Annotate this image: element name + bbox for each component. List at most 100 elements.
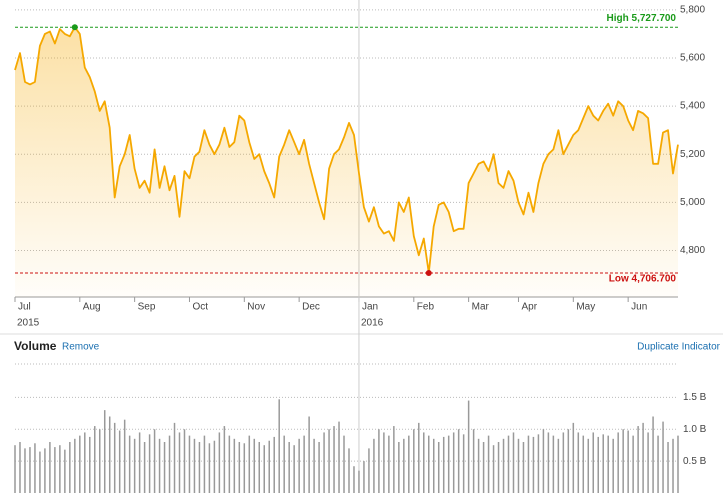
volume-bar — [587, 438, 590, 493]
x-tick-label: Jun — [631, 302, 647, 313]
volume-bar — [597, 436, 599, 493]
volume-bar — [19, 442, 21, 493]
volume-bar — [612, 438, 614, 493]
volume-bar — [233, 438, 236, 493]
y-tick-label: 5,800 — [680, 4, 705, 15]
volume-bar — [547, 432, 550, 493]
x-tick-label: Jan — [362, 302, 378, 313]
y-tick-label: 1.5 B — [683, 392, 707, 403]
volume-bar — [288, 442, 290, 493]
volume-bar — [158, 438, 161, 493]
volume-bar — [477, 438, 480, 493]
y-tick-label: 4,800 — [680, 245, 705, 256]
volume-bar — [293, 445, 295, 493]
high-label: High 5,727.700 — [607, 13, 677, 24]
remove-link[interactable]: Remove — [62, 342, 100, 353]
volume-bar — [487, 435, 490, 493]
volume-bar — [333, 426, 335, 493]
volume-bar — [413, 429, 415, 493]
volume-bar — [94, 426, 96, 493]
volume-bar — [462, 434, 465, 493]
volume-bar — [632, 435, 634, 493]
volume-bar — [208, 443, 211, 493]
volume-bar — [622, 429, 624, 493]
x-tick-label: Mar — [472, 302, 490, 313]
volume-bar — [343, 435, 345, 493]
volume-bar — [34, 443, 36, 493]
volume-bar — [492, 445, 495, 493]
volume-bar — [507, 435, 510, 493]
volume-bar — [173, 422, 176, 493]
volume-bar — [138, 432, 141, 493]
price-line — [14, 26, 679, 274]
volume-bar — [123, 419, 126, 493]
volume-bar — [567, 429, 570, 493]
volume-bar — [328, 429, 330, 493]
volume-bar — [133, 438, 136, 493]
volume-bar — [148, 434, 151, 493]
volume-bar — [627, 430, 629, 493]
volume-bar — [128, 435, 131, 493]
volume-bar — [502, 438, 505, 493]
volume-bar — [278, 399, 280, 493]
volume-bar — [423, 432, 425, 493]
volume-bar — [14, 445, 16, 493]
volume-bar — [388, 435, 390, 493]
volume-bar — [368, 448, 370, 493]
volume-bar — [163, 442, 166, 493]
duplicate-link[interactable]: Duplicate Indicator — [637, 342, 720, 353]
volume-bar — [353, 466, 355, 493]
volume-bar — [64, 449, 66, 493]
volume-bar — [238, 442, 241, 493]
volume-bar — [358, 470, 360, 493]
volume-bar — [577, 432, 580, 493]
volume-bar — [113, 422, 116, 493]
volume-bar — [213, 440, 216, 493]
volume-bar — [537, 434, 540, 493]
volume-bar — [562, 432, 565, 493]
volume-bar — [188, 435, 191, 493]
volume-bar — [552, 435, 555, 493]
x-tick-label: Feb — [417, 302, 435, 313]
volume-bar — [582, 435, 585, 493]
volume-bar — [218, 432, 221, 493]
volume-bar — [557, 438, 560, 493]
volume-bar — [607, 435, 609, 493]
volume-bar — [592, 432, 595, 493]
volume-bar — [118, 430, 121, 493]
volume-bar — [24, 448, 26, 493]
volume-bar — [517, 438, 520, 493]
volume-bar — [313, 438, 315, 493]
volume-bar — [318, 442, 320, 493]
volume-bar — [168, 435, 171, 493]
volume-bar — [348, 448, 350, 493]
volume-bar — [662, 421, 664, 493]
volume-bar — [323, 432, 325, 493]
volume-bar — [84, 432, 86, 493]
volume-bar — [472, 429, 475, 493]
volume-bar — [223, 426, 226, 493]
y-tick-label: 5,600 — [680, 53, 705, 64]
high-dot — [71, 24, 78, 31]
volume-bar — [428, 435, 430, 493]
volume-bar — [452, 432, 455, 493]
volume-bar — [408, 435, 410, 493]
volume-bar — [617, 432, 619, 493]
volume-bar — [418, 422, 420, 493]
volume-bar — [193, 438, 196, 493]
volume-bar — [442, 436, 445, 493]
volume-bar — [103, 410, 106, 493]
volume-bar — [467, 400, 470, 493]
volume-bar — [642, 422, 644, 493]
volume-bar — [672, 438, 674, 493]
volume-bar — [482, 442, 485, 493]
area-fill — [15, 27, 678, 297]
y-tick-label: 5,000 — [680, 197, 705, 208]
volume-bar — [447, 435, 450, 493]
volume-bar — [457, 429, 460, 493]
volume-bar — [248, 435, 251, 493]
volume-bar — [647, 432, 649, 493]
volume-bar — [143, 442, 146, 493]
